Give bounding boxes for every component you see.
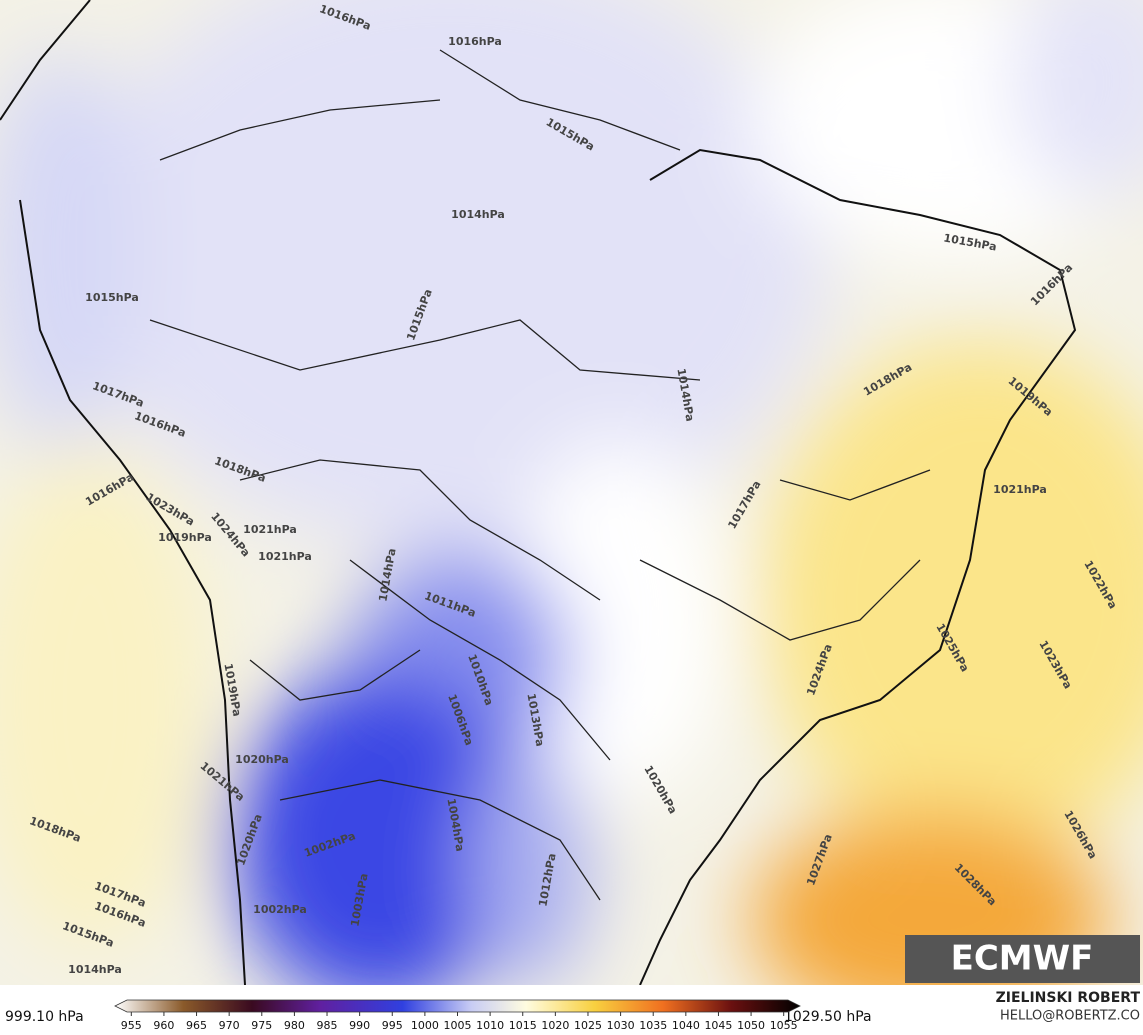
colorbar-tick-label: 1030	[607, 1019, 635, 1032]
author: ZIELINSKI ROBERT	[996, 990, 1141, 1006]
colorbar-tick-label: 955	[121, 1019, 142, 1032]
colorbar-bar	[114, 999, 801, 1013]
isobar-label: 1002hPa	[253, 903, 307, 916]
colorbar-tick-label: 1000	[411, 1019, 439, 1032]
isobar-label: 1021hPa	[993, 483, 1047, 496]
colorbar-max-label: 1029.50 hPa	[784, 1009, 872, 1025]
isobar-label: 1014hPa	[451, 208, 505, 221]
colorbar-tick-label: 1035	[639, 1019, 667, 1032]
colorbar-tick-label: 980	[284, 1019, 305, 1032]
isobar-label: 1015hPa	[85, 291, 139, 304]
isobar-label: 1021hPa	[258, 550, 312, 563]
colorbar-tick-label: 975	[251, 1019, 272, 1032]
colorbar-tick-label: 1055	[770, 1019, 798, 1032]
colorbar-tick-label: 1025	[574, 1019, 602, 1032]
colorbar-tick-label: 990	[349, 1019, 370, 1032]
colorbar: 955 960 965 970 975 980 985 990 995 1000 1005 1010 1…	[114, 999, 801, 1032]
colorbar-tick-label: 960	[153, 1019, 174, 1032]
colorbar-tick-label: 985	[317, 1019, 338, 1032]
colorbar-tick-label: 1045	[704, 1019, 732, 1032]
isobar-label: 1019hPa	[158, 531, 212, 544]
colorbar-tick-label: 1005	[444, 1019, 472, 1032]
colorbar-tick-label: 1010	[476, 1019, 504, 1032]
colorbar-tick-label: 1050	[737, 1019, 765, 1032]
colorbar-tick-label: 965	[186, 1019, 207, 1032]
colorbar-tick-label: 995	[382, 1019, 403, 1032]
colorbar-tick-label: 1015	[509, 1019, 537, 1032]
logo-box	[905, 935, 1140, 983]
isobar-label: 1014hPa	[68, 963, 122, 976]
colorbar-tick-label: 1020	[541, 1019, 569, 1032]
isobar-label: 1020hPa	[235, 753, 289, 766]
colorbar-tick-label: 970	[219, 1019, 240, 1032]
colorbar-min-label: 999.10 hPa	[5, 1009, 84, 1025]
isobar-label: 1016hPa	[448, 35, 502, 48]
colorbar-tick-label: 1040	[672, 1019, 700, 1032]
contact: HELLO@ROBERTZ.CO	[1000, 1009, 1140, 1024]
isobar-label: 1021hPa	[243, 523, 297, 536]
logo: ECMWF	[951, 939, 1094, 979]
